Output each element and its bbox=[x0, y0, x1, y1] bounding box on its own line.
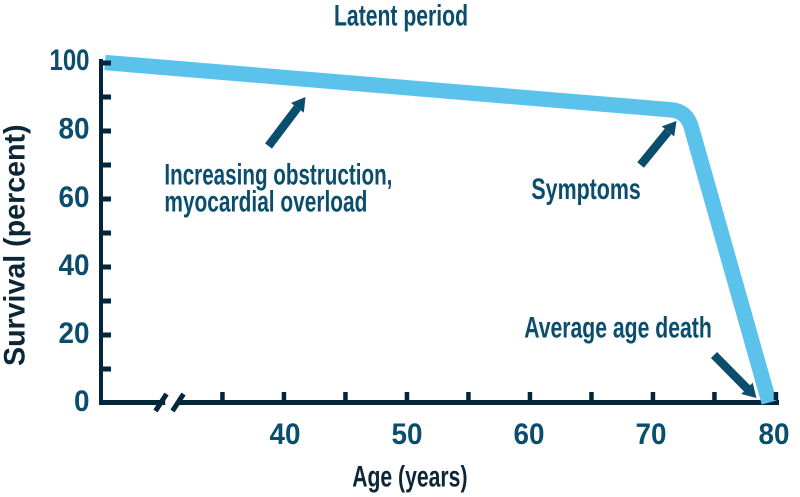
svg-text:60: 60 bbox=[514, 418, 545, 451]
svg-text:80: 80 bbox=[59, 113, 90, 146]
svg-text:Average age death: Average age death bbox=[524, 312, 712, 345]
svg-text:20: 20 bbox=[59, 317, 90, 350]
svg-text:0: 0 bbox=[74, 385, 90, 418]
svg-text:Survival (percent): Survival (percent) bbox=[0, 125, 32, 367]
svg-text:50: 50 bbox=[392, 418, 423, 451]
svg-text:40: 40 bbox=[270, 418, 301, 451]
svg-text:myocardial overload: myocardial overload bbox=[164, 186, 367, 219]
svg-text:Increasing obstruction,: Increasing obstruction, bbox=[164, 159, 392, 192]
svg-text:60: 60 bbox=[59, 181, 90, 214]
svg-text:Age (years): Age (years) bbox=[352, 461, 467, 494]
svg-text:80: 80 bbox=[759, 418, 790, 451]
svg-text:Symptoms: Symptoms bbox=[531, 173, 640, 206]
svg-text:40: 40 bbox=[59, 249, 90, 282]
svg-text:Latent period: Latent period bbox=[334, 0, 468, 33]
svg-text:70: 70 bbox=[636, 418, 667, 451]
svg-text:100: 100 bbox=[50, 44, 90, 77]
